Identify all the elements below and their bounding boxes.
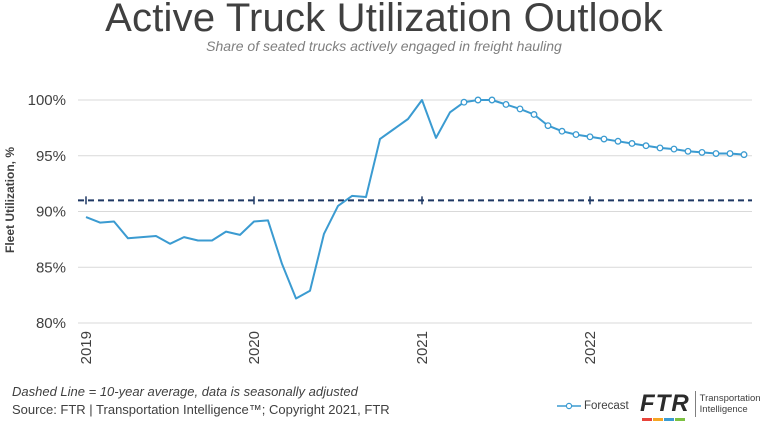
ftr-logo: FTR Transportation Intelligence <box>640 390 761 421</box>
y-tick-label: 85% <box>36 259 66 276</box>
x-tick-label: 2020 <box>246 331 263 364</box>
forecast-point <box>502 101 510 108</box>
forecast-point <box>628 140 636 147</box>
legend: Forecast <box>557 400 629 412</box>
legend-forecast-label: Forecast <box>584 400 629 412</box>
logo-color-stripes <box>642 418 686 421</box>
x-tick-label: 2022 <box>582 331 599 364</box>
logo-tagline-line-1: Transportation <box>699 393 761 404</box>
grid-lines <box>78 99 752 324</box>
forecast-point <box>656 144 664 152</box>
logo-tagline: Transportation Intelligence <box>700 393 761 415</box>
forecast-point <box>712 150 720 157</box>
series-lines <box>85 99 745 300</box>
legend-forecast-swatch <box>557 402 581 410</box>
forecast-point <box>460 98 468 106</box>
logo-stripe <box>675 418 685 421</box>
forecast-point <box>670 145 678 153</box>
forecast-point <box>586 133 594 141</box>
y-tick-label: 100% <box>28 92 66 109</box>
footnote-source: Source: FTR | Transportation Intelligenc… <box>12 402 390 417</box>
chart-title: Active Truck Utilization Outlook <box>105 0 663 40</box>
forecast-point <box>614 137 622 145</box>
y-tick-label: 90% <box>36 204 66 221</box>
chart-subtitle: Share of seated trucks actively engaged … <box>206 38 562 54</box>
y-axis-label: Fleet Utilization, % <box>3 147 17 253</box>
forecast-point <box>558 127 566 135</box>
forecast-point <box>516 105 524 113</box>
footnote-dashed-line: Dashed Line = 10-year average, data is s… <box>12 384 358 399</box>
x-tick-label: 2021 <box>414 331 431 364</box>
forecast-point <box>488 96 496 104</box>
forecast-point <box>684 147 692 155</box>
logo-separator <box>694 391 696 417</box>
forecast-point <box>642 142 650 150</box>
forecast-point <box>726 150 734 157</box>
forecast-point <box>572 131 580 139</box>
forecast-point <box>544 122 552 130</box>
logo-stripe <box>664 418 674 421</box>
forecast-markers <box>460 96 748 159</box>
forecast-point <box>740 151 748 159</box>
series-line-forecast <box>463 99 745 156</box>
y-tick-label: 80% <box>36 315 66 332</box>
logo-stripe <box>653 418 663 421</box>
y-tick-labels: 80% 85% 90% 95% 100% <box>28 92 66 332</box>
y-tick-label: 95% <box>36 148 66 165</box>
forecast-point <box>600 135 608 143</box>
forecast-point <box>530 111 538 118</box>
series-line-actual <box>85 99 465 300</box>
x-tick-labels: 2019 2020 2021 2022 <box>78 331 599 364</box>
logo-stripe <box>642 418 652 421</box>
forecast-point <box>698 148 706 156</box>
forecast-point <box>474 96 482 104</box>
average-reference-line <box>78 196 752 205</box>
logo-mark: FTR <box>640 390 690 417</box>
logo-tagline-line-2: Intelligence <box>699 404 748 415</box>
x-tick-label: 2019 <box>78 331 95 364</box>
